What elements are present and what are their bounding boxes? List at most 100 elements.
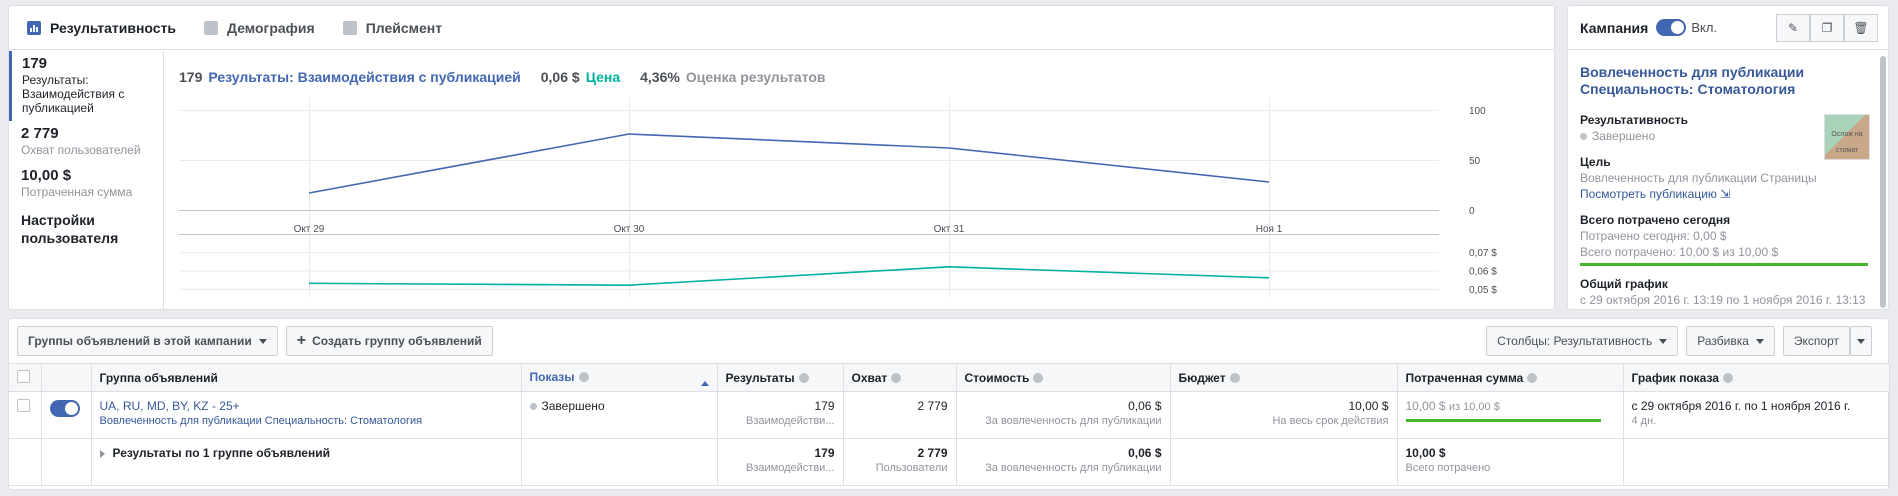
results-series-line [308,133,1270,194]
total-reach-sub: Пользователи [875,462,948,474]
edit-icon: ✎ [1787,21,1799,35]
select-all-checkbox[interactable] [17,369,30,383]
side-performance: Результативность Завершено [1580,112,1876,144]
price-series-line [308,266,1270,286]
chart-legend: 179 Результаты: Взаимодействия с публика… [179,69,826,85]
view-post-link[interactable]: Посмотреть публикацию [1580,187,1717,201]
total-reach: 2 779 [917,446,948,460]
export-dropdown[interactable] [1850,326,1872,356]
col-impressions-label: Показы [529,369,575,384]
col-schedule[interactable]: График показа [1623,363,1890,392]
side-actions: ✎ ❐ 🗑 [1776,14,1878,42]
spent-progress-bar [1580,263,1868,266]
total-empty-5 [1623,438,1890,486]
total-reach-cell: 2 779 Пользователи [843,438,957,486]
row-cost: 0,06 $ [1128,399,1162,413]
info-icon [891,373,902,384]
adset-sub[interactable]: Вовлеченность для публикации Специальнос… [99,415,423,427]
performance-panel: Результативность Демография Плейсмент 17… [8,5,1555,310]
total-empty-3 [521,438,718,486]
col-reach[interactable]: Охват [843,363,957,392]
metric-spent[interactable]: 10,00 $ Потраченная сумма [9,163,163,205]
total-label: Результаты по 1 группе объявлений [112,446,330,460]
col-budget[interactable]: Бюджет [1170,363,1398,392]
total-label-cell[interactable]: Результаты по 1 группе объявлений [91,438,522,486]
breakdown-dropdown[interactable]: Разбивка [1686,326,1775,356]
edit-button[interactable]: ✎ [1776,14,1810,42]
ad-thumbnail[interactable]: Ослож на стомат [1824,114,1870,160]
col-impressions[interactable]: Показы [521,363,718,392]
info-icon [1722,373,1733,384]
row-results: 179 [814,399,835,413]
adset-name-link[interactable]: UA, RU, MD, BY, KZ - 25+ [99,399,240,413]
tab-demography[interactable]: Демография [204,20,315,36]
placement-icon [342,20,357,35]
total-empty-4 [1170,438,1398,486]
total-empty-2 [41,438,92,486]
col-schedule-label: График показа [1631,370,1719,385]
external-link-icon: ⇲ [1720,187,1731,201]
create-adset-button[interactable]: + Создать группу объявлений [285,326,493,356]
col-adset[interactable]: Группа объявлений [91,363,522,392]
x-tick-label: Ноя 1 [1256,224,1283,235]
ad-name-link[interactable]: Вовлеченность для публикации Специальнос… [1580,64,1805,97]
row-results-sub: Взаимодействи... [746,415,835,427]
custom-settings-link[interactable]: Настройки пользователя [21,212,119,246]
row-spent: 10,00 $ [1405,399,1446,413]
chevron-down-icon [258,338,267,344]
expand-icon [99,449,105,458]
row-toggle-cell [41,391,92,439]
col-cost[interactable]: Стоимость [956,363,1171,392]
row-cost-sub: За вовлеченность для публикации [985,415,1162,427]
spent-today: Потрачено сегодня: 0,00 $ [1580,229,1727,243]
total-results-cell: 179 Взаимодействи... [717,438,844,486]
y-tick-label: 0,06 $ [1469,267,1497,278]
duplicate-button[interactable]: ❐ [1810,14,1844,42]
goal-value: Вовлеченность для публикации Страницы [1580,171,1817,185]
col-adset-label: Группа объявлений [99,370,218,385]
adsets-filter-label: Группы объявлений в этой кампании [28,334,252,348]
metrics-list: 179 Результаты: Взаимодействия с публика… [9,51,164,309]
total-results-sub: Взаимодействи... [746,462,835,474]
col-spent[interactable]: Потраченная сумма [1397,363,1624,392]
tab-demography-label: Демография [227,19,315,36]
row-budget-cell: 10,00 $ На весь срок действия [1170,391,1398,439]
x-tick-label: Окт 31 [934,224,965,235]
campaign-toggle[interactable] [1656,19,1687,36]
select-all-header [9,363,42,392]
row-cost-cell: 0,06 $ За вовлеченность для публикации [956,391,1171,439]
metric-results-value: 179 [22,55,48,72]
tab-performance[interactable]: Результативность [27,20,176,36]
row-checkbox[interactable] [17,399,30,412]
columns-dropdown[interactable]: Столбцы: Результативность [1486,326,1679,356]
metric-reach[interactable]: 2 779 Охват пользователей [9,121,163,163]
legend-rate[interactable]: Оценка результатов [685,69,826,85]
x-tick-label: Окт 29 [294,224,325,235]
legend-price[interactable]: Цена [585,69,621,85]
row-schedule-cell: с 29 октября 2016 г. по 1 ноября 2016 г.… [1623,391,1890,439]
total-spent-sub: Всего потрачено [1405,462,1491,474]
metric-spent-label: Потраченная сумма [21,185,133,199]
row-reach: 2 779 [917,399,948,413]
row-budget-sub: На весь срок действия [1272,415,1389,427]
delete-button[interactable]: 🗑 [1844,14,1878,42]
side-body: Вовлеченность для публикации Специальнос… [1568,50,1888,322]
tab-placement[interactable]: Плейсмент [342,20,442,36]
spent-total: Всего потрачено: 10,00 $ из 10,00 $ [1580,245,1779,259]
info-icon [798,373,809,384]
adsets-filter-dropdown[interactable]: Группы объявлений в этой кампании [17,326,278,356]
info-icon [1229,373,1240,384]
adsets-table: Группа объявлений Показы Результаты Охва… [9,363,1890,486]
side-scrollbar[interactable] [1880,56,1886,308]
adset-toggle[interactable] [49,400,80,417]
export-button[interactable]: Экспорт [1782,326,1850,356]
col-results[interactable]: Результаты [717,363,844,392]
legend-results[interactable]: Результаты: Взаимодействия с публикацией [208,69,521,85]
metric-results[interactable]: 179 Результаты: Взаимодействия с публика… [9,51,163,121]
row-schedule-sub: 4 дн. [1631,415,1657,427]
columns-label: Столбцы: Результативность [1497,334,1653,348]
plus-icon: + [296,332,307,349]
legend-price-value: 0,06 $ [540,69,580,85]
perf-title: Результативность [1580,113,1689,127]
legend-rate-value: 4,36% [640,69,680,85]
